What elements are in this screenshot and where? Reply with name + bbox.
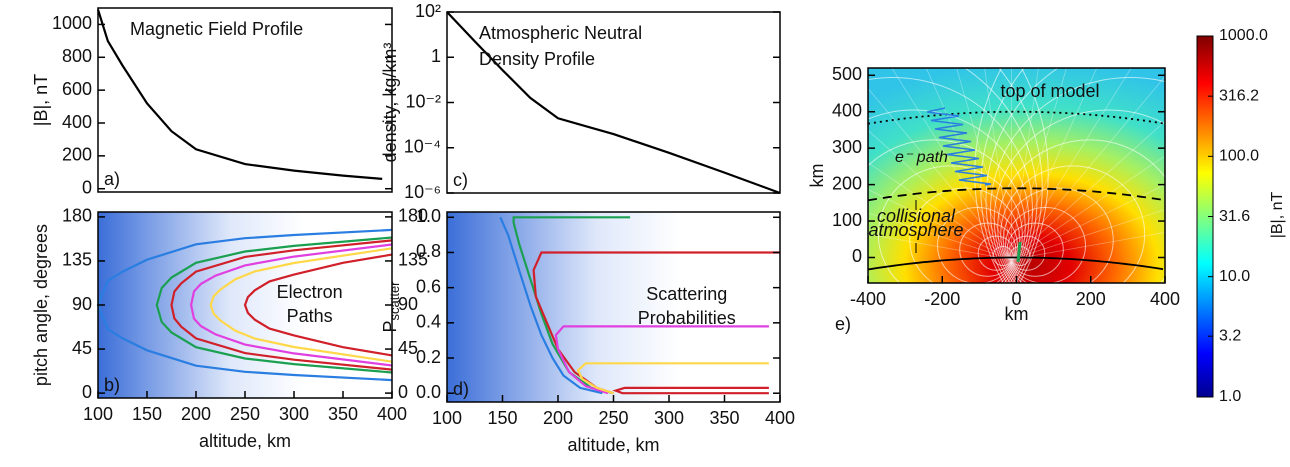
x-tick-label: 350	[328, 404, 358, 424]
panel-label: a)	[104, 169, 120, 189]
panel-label: e)	[835, 314, 851, 334]
y-tick-label: 0	[82, 382, 92, 402]
y-tick-label: 800	[62, 46, 92, 66]
annotation: top of model	[1000, 81, 1099, 101]
y-tick-label: 0	[852, 246, 862, 266]
electron-arrow	[1018, 242, 1020, 262]
colorbar-tick-label: 1.0	[1219, 388, 1241, 405]
y-tick-label: 90	[72, 294, 92, 314]
y-tick-label: 180	[62, 206, 92, 226]
x-tick-label: 400	[377, 404, 407, 424]
y-tick-label: 135	[62, 250, 92, 270]
panel-label: c)	[453, 170, 468, 190]
y-tick-label: 200	[62, 145, 92, 165]
annotation: Probabilities	[638, 308, 736, 328]
panel-label: d)	[453, 379, 469, 399]
y-tick-label: 0.6	[416, 276, 441, 296]
colorbar-tick-label: 100.0	[1219, 148, 1259, 165]
panel-title: Magnetic Field Profile	[130, 19, 303, 39]
y-axis-label-main: |B|, nT	[31, 74, 51, 126]
colorbar-tick-label: 10.0	[1219, 268, 1250, 285]
y-tick-label: 400	[62, 112, 92, 132]
x-tick-label: 250	[230, 404, 260, 424]
annotation: Paths	[287, 306, 333, 326]
x-tick-label: 200	[1076, 289, 1106, 309]
y-tick-label: 10⁻⁴	[404, 137, 441, 157]
annotation: Scattering	[646, 284, 727, 304]
x-axis-label: km	[1005, 304, 1029, 324]
y-tick-label: 10⁻⁶	[404, 182, 441, 202]
panel-title: Density Profile	[479, 49, 595, 69]
y-axis-label-main: pitch angle, degrees	[31, 224, 51, 386]
y-tick-label: 500	[832, 64, 862, 84]
colorbar-tick-label: 31.6	[1219, 208, 1250, 225]
x-tick-label: 300	[279, 404, 309, 424]
y-axis-label: km	[807, 164, 827, 188]
panel-label: b)	[104, 375, 120, 395]
y-tick-label: 0	[82, 177, 92, 197]
y-axis-label: density, kg/km³	[380, 43, 400, 163]
x-tick-label: 150	[487, 408, 517, 428]
colorbar-tick-label: 316.2	[1219, 87, 1259, 104]
y-tick-label: 1000	[52, 13, 92, 33]
y-tick-label: 0.0	[416, 382, 441, 402]
y-tick-label: 0.4	[416, 312, 441, 332]
y-tick-label: 1.0	[416, 206, 441, 226]
y-axis-label-main: P	[380, 321, 400, 333]
y-axis-label-sub: scatter	[387, 281, 402, 321]
y2-tick-label: 0	[398, 382, 408, 402]
y-axis-label-main: density, kg/km³	[380, 43, 400, 163]
x-tick-label: 250	[598, 408, 628, 428]
x-tick-label: 400	[1150, 289, 1180, 309]
y-tick-label: 200	[832, 173, 862, 193]
x-tick-label: 200	[543, 408, 573, 428]
x-tick-label: 200	[181, 404, 211, 424]
y-tick-label: 100	[832, 210, 862, 230]
y-axis-label: |B|, nT	[31, 74, 51, 126]
annotation: Electron	[277, 282, 343, 302]
colorbar-label: |B|, nT	[1269, 192, 1286, 239]
y-tick-label: 10²	[415, 1, 441, 21]
y-tick-label: 0.2	[416, 347, 441, 367]
x-tick-label: -400	[850, 289, 886, 309]
x-tick-label: 350	[709, 408, 739, 428]
colorbar-tick-label: 3.2	[1219, 327, 1241, 344]
y-axis-label: pitch angle, degrees	[31, 224, 51, 386]
panel-title: Atmospheric Neutral	[479, 23, 642, 43]
annotation: atmosphere	[868, 220, 963, 240]
x-tick-label: 100	[432, 408, 462, 428]
y-tick-label: 400	[832, 100, 862, 120]
x-tick-label: 400	[765, 408, 795, 428]
x-tick-label: -200	[924, 289, 960, 309]
y-tick-label: 45	[72, 338, 92, 358]
x-axis-label: altitude, km	[199, 431, 291, 451]
y-tick-label: 300	[832, 137, 862, 157]
colorbar-tick-label: 1000.0	[1219, 27, 1268, 44]
annotation: e⁻ path	[895, 149, 948, 166]
x-tick-label: 300	[654, 408, 684, 428]
y-tick-label: 10⁻²	[405, 91, 441, 111]
x-tick-label: 100	[83, 404, 113, 424]
y-tick-label: 0.8	[416, 241, 441, 261]
x-axis-label: altitude, km	[567, 435, 659, 455]
y-tick-label: 1	[431, 46, 441, 66]
y-tick-label: 600	[62, 79, 92, 99]
x-tick-label: 150	[132, 404, 162, 424]
